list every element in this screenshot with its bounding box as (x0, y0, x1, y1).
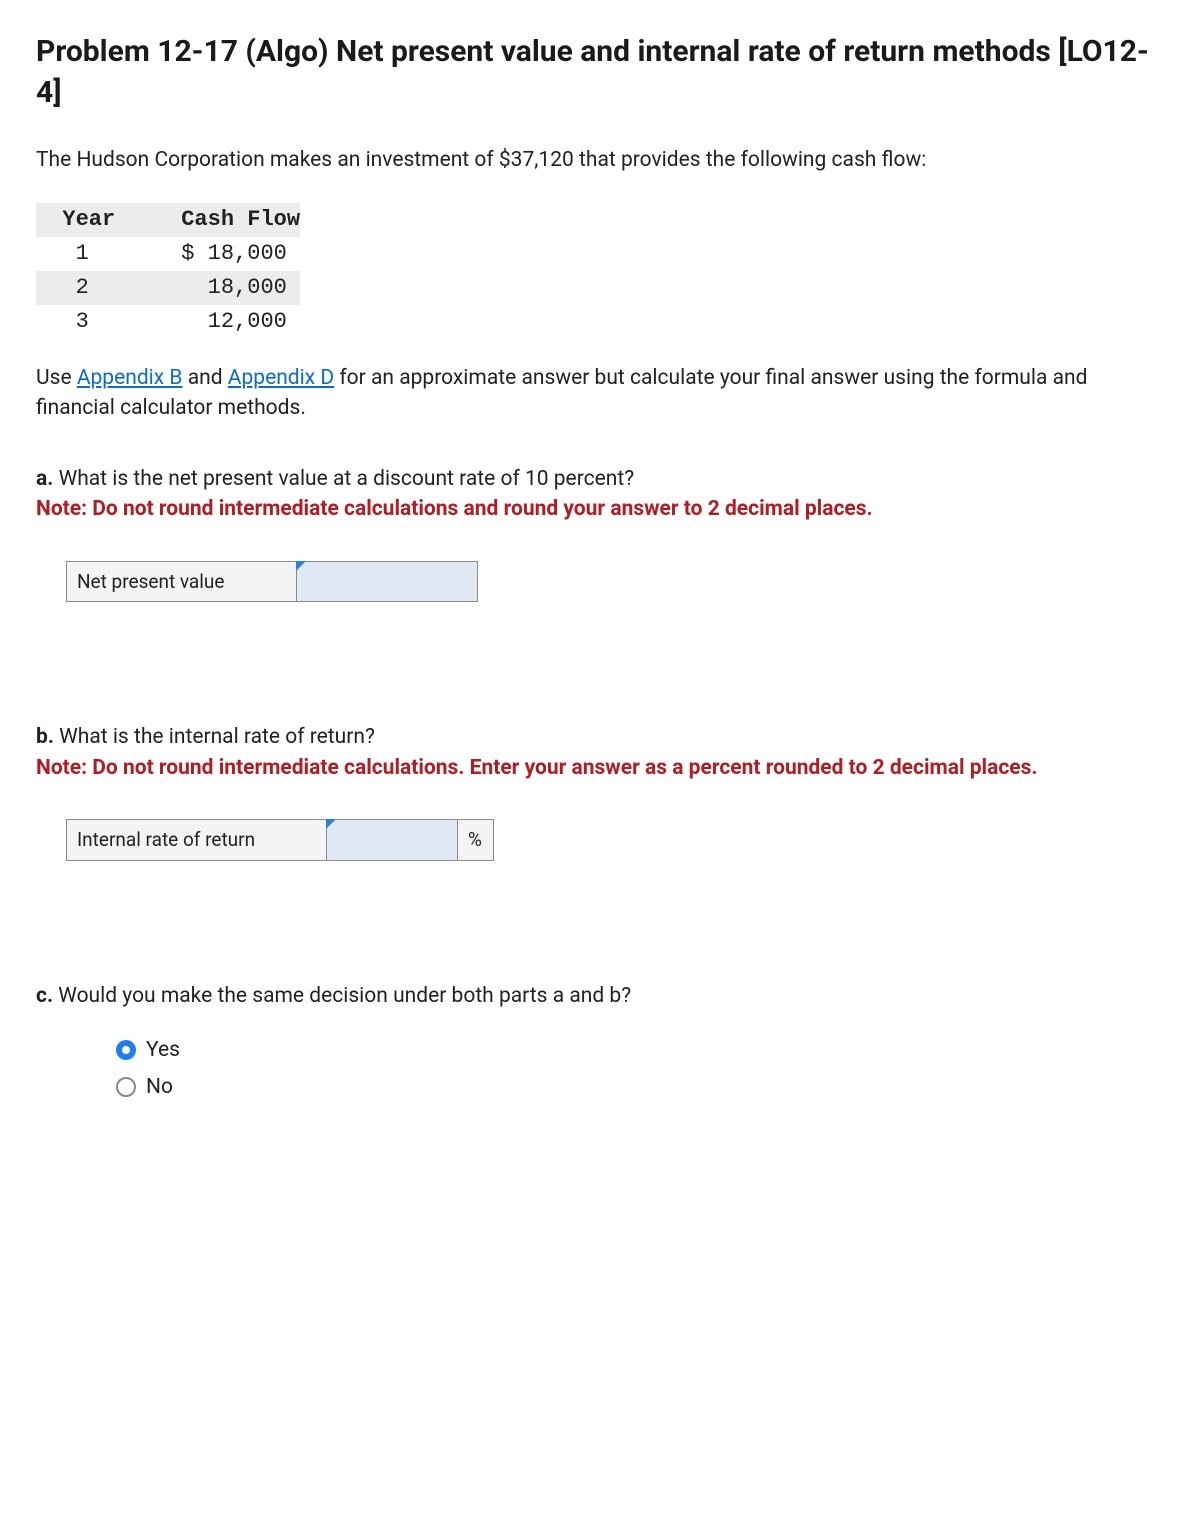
npv-input-cell[interactable] (297, 561, 478, 602)
npv-label: Net present value (67, 561, 297, 602)
appendix-d-link[interactable]: Appendix D (228, 366, 334, 390)
intro-text: The Hudson Corporation makes an investme… (36, 145, 1164, 175)
question-a: a. What is the net present value at a di… (36, 464, 1164, 602)
table-row: 3 12,000 (36, 305, 300, 339)
active-cell-icon (326, 819, 336, 829)
radio-yes[interactable]: Yes (116, 1035, 1164, 1065)
active-cell-icon (296, 561, 306, 571)
table-header-row: Year Cash Flow (36, 203, 300, 237)
percent-suffix: % (458, 820, 494, 861)
table-row: 2 18,000 (36, 271, 300, 305)
radio-label: No (146, 1072, 173, 1102)
irr-input[interactable] (327, 825, 457, 855)
question-c: c. Would you make the same decision unde… (36, 981, 1164, 1102)
question-b: b. What is the internal rate of return? … (36, 722, 1164, 860)
question-label: c. (36, 984, 53, 1008)
page-title: Problem 12-17 (Algo) Net present value a… (36, 32, 1164, 113)
irr-label: Internal rate of return (67, 820, 327, 861)
irr-input-cell[interactable] (327, 820, 458, 861)
radio-on-icon (116, 1040, 136, 1060)
question-label: a. (36, 467, 53, 491)
radio-no[interactable]: No (116, 1072, 1164, 1102)
table-row: 1 $ 18,000 (36, 237, 300, 271)
appendix-b-link[interactable]: Appendix B (77, 366, 183, 390)
irr-answer-table: Internal rate of return % (66, 819, 494, 861)
cash-flow-table: Year Cash Flow 1 $ 18,000 2 18,000 3 12,… (36, 203, 300, 339)
question-note: Note: Do not round intermediate calculat… (36, 753, 1164, 783)
npv-answer-table: Net present value (66, 561, 478, 603)
radio-off-icon (116, 1077, 136, 1097)
question-note: Note: Do not round intermediate calculat… (36, 494, 1164, 524)
question-label: b. (36, 725, 54, 749)
decision-radio-group: Yes No (116, 1035, 1164, 1102)
col-cashflow: Cash Flow (155, 203, 300, 237)
radio-label: Yes (146, 1035, 180, 1065)
appendix-paragraph: Use Appendix B and Appendix D for an app… (36, 363, 1164, 424)
col-year: Year (36, 203, 155, 237)
npv-input[interactable] (297, 567, 477, 597)
